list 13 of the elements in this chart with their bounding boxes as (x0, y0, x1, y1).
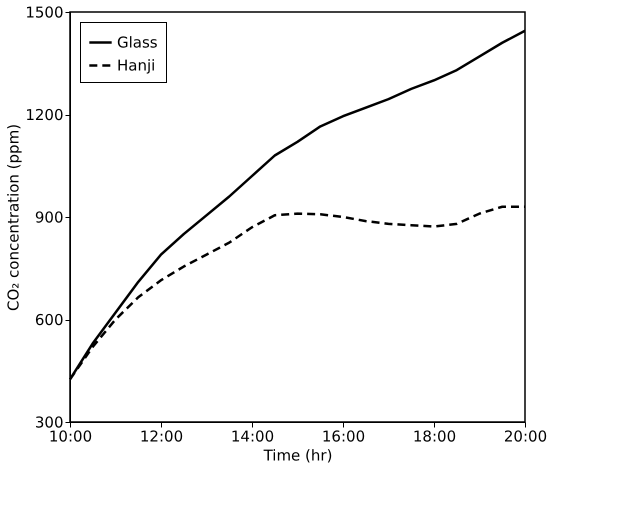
x-tick-label: 20:00 (504, 428, 548, 446)
y-tick-label: 1200 (25, 106, 64, 124)
legend-label: Glass (117, 34, 158, 52)
x-tick-label: 14:00 (230, 428, 274, 446)
y-tick-label: 1500 (25, 4, 64, 22)
x-tick-label: 18:00 (412, 428, 456, 446)
y-tick-label: 600 (34, 311, 64, 329)
x-tick-label: 12:00 (140, 428, 184, 446)
x-tick-label: 16:00 (322, 428, 366, 446)
y-tick-label: 900 (34, 208, 64, 226)
y-axis-title: CO₂ concentration (ppm) (4, 124, 22, 312)
x-axis-title: Time (hr) (262, 446, 332, 464)
legend-label: Hanji (117, 56, 156, 74)
